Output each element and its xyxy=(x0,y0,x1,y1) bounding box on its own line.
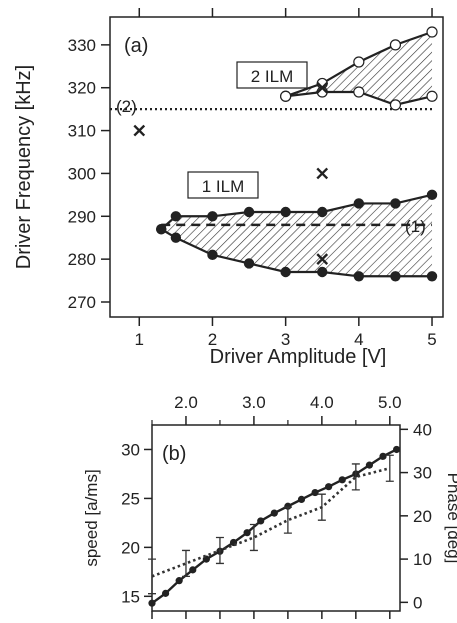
phase-error-bar-6 xyxy=(318,494,326,520)
data-point-2-5 xyxy=(281,267,290,276)
panel-a: (a) Driver Frequency [kHz] Driver Amplit… xyxy=(13,8,443,368)
data-point-1-4 xyxy=(244,207,253,216)
box-1ilm: 1 ILM xyxy=(188,172,258,198)
data-point-4-3 xyxy=(354,87,364,97)
top-x-tick-label: 3.0 xyxy=(242,393,266,412)
box-2ilm: 2 ILM xyxy=(237,62,307,88)
plot-frame-b xyxy=(152,425,400,611)
x-tick-label: 2 xyxy=(208,330,217,349)
y2-tick-label: 40 xyxy=(413,420,432,439)
y-tick-label: 290 xyxy=(68,207,96,226)
speed-point-19 xyxy=(393,446,400,453)
y2-axis-title-b: Phase [deg] xyxy=(444,473,457,564)
line-1-label: (1) xyxy=(405,217,426,236)
speed-point-8 xyxy=(244,529,251,536)
data-point-2-4 xyxy=(244,259,253,268)
top-x-tick-label: 4.0 xyxy=(310,393,334,412)
y-tick-label: 20 xyxy=(121,538,140,557)
x-tick-label: 5 xyxy=(427,330,436,349)
data-point-2-2 xyxy=(171,233,180,242)
x-marker-2 xyxy=(317,168,327,178)
hatched-region-1ilm xyxy=(161,195,432,276)
y-axis-title-a: Driver Frequency [kHz] xyxy=(13,65,35,270)
data-point-2-8 xyxy=(391,272,400,281)
y-tick-label: 30 xyxy=(121,440,140,459)
x-tick-label: 3 xyxy=(281,330,290,349)
data-point-2-9 xyxy=(427,272,436,281)
line-2-label: (2) xyxy=(116,97,137,116)
svg-text:2 ILM: 2 ILM xyxy=(251,67,294,86)
y-tick-label: 270 xyxy=(68,293,96,312)
speed-point-12 xyxy=(298,496,305,503)
x-tick-label: 1 xyxy=(135,330,144,349)
y-axis-title-b: speed [a/ms] xyxy=(82,469,101,566)
panel-b: (b) speed [a/ms] Phase [deg] 2.0 3.0 4.0 5.… xyxy=(82,393,457,619)
speed-point-2 xyxy=(162,590,169,597)
data-point-4-1 xyxy=(281,91,291,101)
data-point-2-7 xyxy=(354,272,363,281)
data-point-1-5 xyxy=(281,207,290,216)
panel-a-label: (a) xyxy=(124,35,148,57)
phase-error-bar-8 xyxy=(386,455,394,481)
data-point-2-3 xyxy=(208,250,217,259)
y2-tick-label: 10 xyxy=(413,550,432,569)
data-point-3-5 xyxy=(427,27,437,37)
data-point-1-3 xyxy=(208,212,217,221)
svg-text:1 ILM: 1 ILM xyxy=(202,177,245,196)
speed-point-13 xyxy=(311,489,318,496)
data-point-1-6 xyxy=(318,207,327,216)
top-x-tick-label: 2.0 xyxy=(174,393,198,412)
top-x-tick-label: 5.0 xyxy=(378,393,402,412)
data-point-1-8 xyxy=(391,199,400,208)
data-point-2-6 xyxy=(318,267,327,276)
x-axis-title-a: Driver Amplitude [V] xyxy=(210,346,387,368)
data-point-1-2 xyxy=(171,212,180,221)
phase-error-bar-1 xyxy=(148,559,156,594)
data-point-1-7 xyxy=(354,199,363,208)
y-tick-label: 25 xyxy=(121,489,140,508)
phase-line xyxy=(152,468,390,576)
y2-tick-label: 0 xyxy=(413,593,422,612)
data-point-4-5 xyxy=(427,91,437,101)
data-point-3-3 xyxy=(354,57,364,67)
y-tick-label: 300 xyxy=(68,164,96,183)
speed-point-1 xyxy=(148,600,155,607)
speed-point-18 xyxy=(379,453,386,460)
x-marker-1 xyxy=(134,126,144,136)
panel-b-label: (b) xyxy=(162,443,186,465)
y-tick-label: 320 xyxy=(68,79,96,98)
speed-point-10 xyxy=(271,510,278,517)
y2-tick-label: 30 xyxy=(413,464,432,483)
data-point-1-9 xyxy=(427,190,436,199)
data-point-4-4 xyxy=(390,100,400,110)
speed-point-17 xyxy=(366,462,373,469)
y2-tick-label: 20 xyxy=(413,507,432,526)
data-point-2-1 xyxy=(157,225,166,234)
speed-point-9 xyxy=(257,517,264,524)
x-tick-label: 4 xyxy=(354,330,363,349)
data-point-3-4 xyxy=(390,40,400,50)
speed-point-14 xyxy=(325,483,332,490)
y-tick-label: 15 xyxy=(121,587,140,606)
y-tick-label: 330 xyxy=(68,36,96,55)
speed-point-3 xyxy=(176,577,183,584)
y-tick-label: 310 xyxy=(68,122,96,141)
axes-ticks-b: 2.0 3.0 4.0 5.0 15 20 25 30 0 10 20 30 40 xyxy=(121,393,432,619)
series-group-b xyxy=(148,446,400,607)
speed-point-4 xyxy=(189,566,196,573)
y-tick-label: 280 xyxy=(68,250,96,269)
speed-point-15 xyxy=(339,476,346,483)
